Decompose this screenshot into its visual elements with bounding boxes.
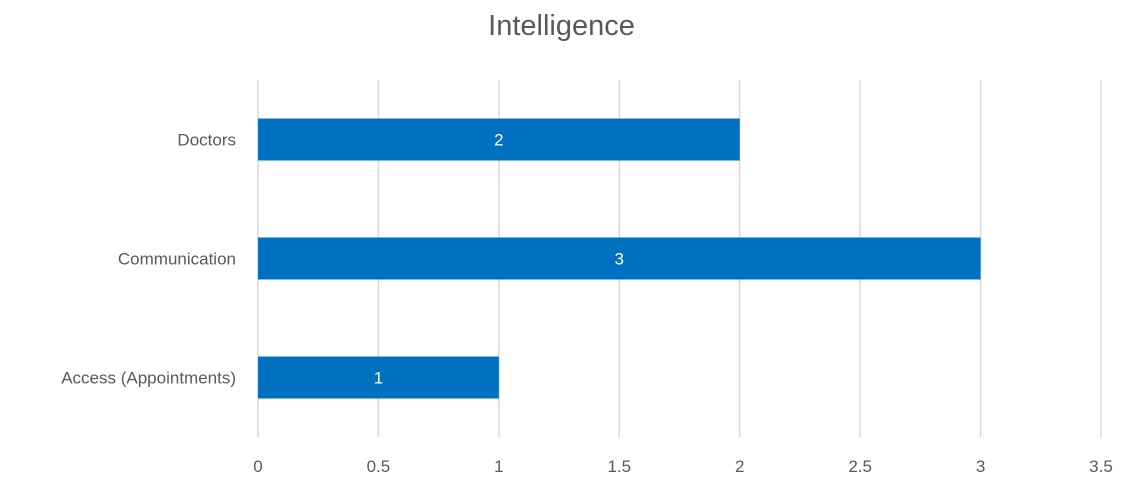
x-tick-label: 3.5 [1089, 457, 1113, 476]
bar [258, 118, 740, 161]
x-tick-label: 1 [494, 457, 503, 476]
category-label: Access (Appointments) [61, 369, 236, 388]
x-tick-label: 0.5 [367, 457, 391, 476]
bar [258, 237, 981, 280]
bar-data-label: 1 [374, 369, 383, 388]
bar-data-label: 2 [494, 131, 503, 150]
x-tick-label: 2.5 [848, 457, 872, 476]
bar [258, 356, 499, 399]
x-tick-label: 1.5 [607, 457, 631, 476]
category-label: Doctors [177, 131, 236, 150]
x-tick-label: 3 [976, 457, 985, 476]
x-tick-label: 2 [735, 457, 744, 476]
bar-data-label: 3 [615, 250, 624, 269]
x-tick-label: 0 [253, 457, 262, 476]
chart-title: Intelligence [488, 10, 635, 42]
category-label: Communication [118, 250, 236, 269]
